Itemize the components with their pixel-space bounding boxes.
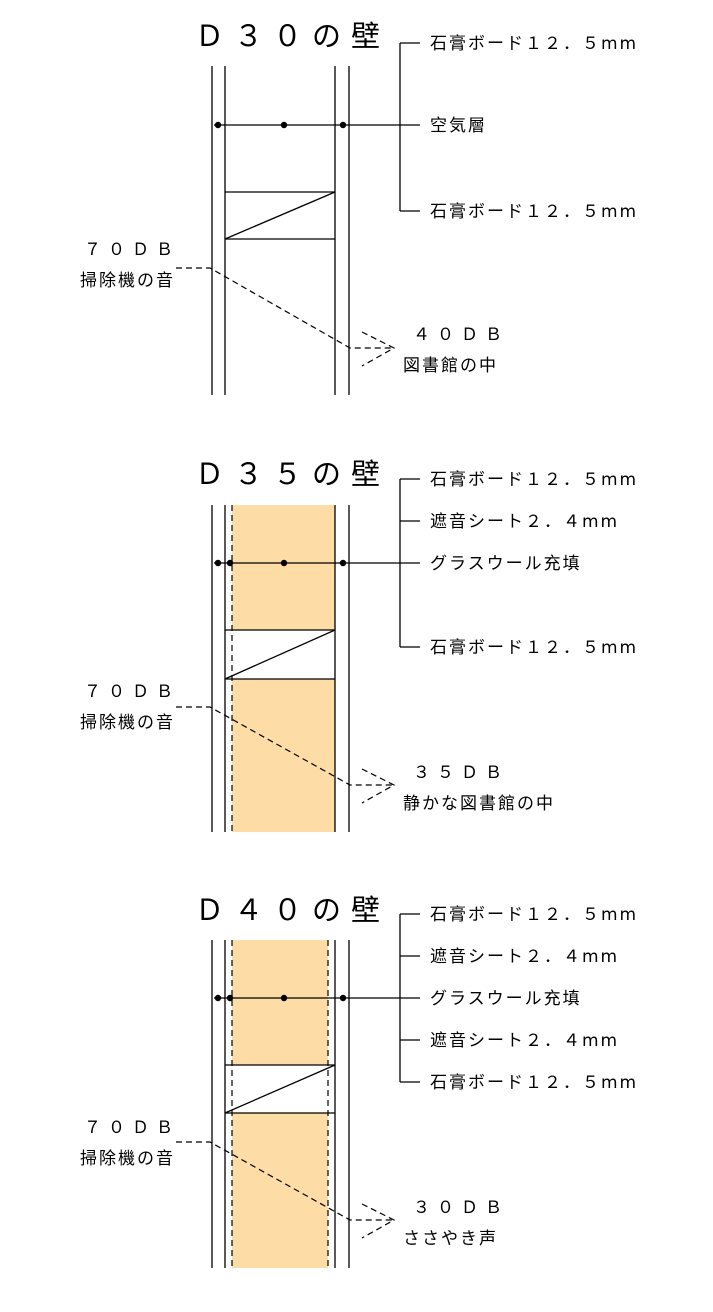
layer-leader-lines [214,42,420,212]
sound-result: ３０ＤＢ ささやき声 [403,1198,509,1249]
result-db: ３５ＤＢ [413,763,509,783]
sound-path-arrow [176,706,396,804]
source-label: 掃除機の音 [80,1149,175,1169]
layer-label: 石膏ボード１２．５mm [430,904,638,925]
layer-label: 石膏ボード１２．５mm [430,1072,638,1093]
source-label: 掃除機の音 [80,271,175,291]
sound-source: ７０ＤＢ 掃除機の音 [80,240,180,291]
sound-source: ７０ＤＢ 掃除機の音 [80,1118,180,1169]
layer-label: 空気層 [430,116,487,136]
panel-title: Ｄ４０の壁 [195,893,390,927]
source-db: ７０ＤＢ [84,240,180,260]
layer-label: 石膏ボード１２．５mm [430,201,638,222]
stud-cross-section [224,191,336,240]
result-db: ４０ＤＢ [413,325,509,345]
layer-label: 遮音シート２．４mm [430,1031,619,1051]
layer-labels: 石膏ボード１２．５mm 空気層 石膏ボード１２．５mm [430,33,638,222]
layer-leader-lines [214,478,420,648]
wall-panel-d30: Ｄ３０の壁 石膏ボード１２．５mm 空気層 石膏ボード１２．５mm [80,19,638,395]
layer-label: 石膏ボード１２．５mm [430,33,638,54]
layer-label: 石膏ボード１２．５mm [430,469,638,490]
layer-label: 遮音シート２．４mm [430,512,619,532]
panel-title: Ｄ３５の壁 [195,457,390,491]
wall-panel-d40: Ｄ４０の壁 [80,893,638,1268]
source-db: ７０ＤＢ [84,682,180,702]
sound-path-arrow [176,1141,396,1239]
wall-section [211,505,350,832]
wall-section [211,940,350,1268]
layer-label: グラスウール充填 [430,989,582,1009]
result-label: 図書館の中 [403,356,498,376]
layer-labels: 石膏ボード１２．５mm 遮音シート２．４mm グラスウール充填 遮音シート２．４… [430,904,638,1093]
layer-leader-lines [214,913,420,1083]
layer-label: グラスウール充填 [430,554,582,574]
stud-cross-section [224,629,336,680]
layer-labels: 石膏ボード１２．５mm 遮音シート２．４mm グラスウール充填 石膏ボード１２．… [430,469,638,658]
source-db: ７０ＤＢ [84,1118,180,1138]
result-db: ３０ＤＢ [413,1198,509,1218]
layer-label: 遮音シート２．４mm [430,947,619,967]
sound-source: ７０ＤＢ 掃除機の音 [80,682,180,733]
source-label: 掃除機の音 [80,713,175,733]
sound-result: ３５ＤＢ 静かな図書館の中 [403,763,555,814]
wall-section [211,66,350,395]
panel-title: Ｄ３０の壁 [195,19,390,53]
layer-label: 石膏ボード１２．５mm [430,637,638,658]
wall-panel-d35: Ｄ３５の壁 石膏ボード１２ [80,457,638,832]
sound-path-arrow [176,267,396,367]
sound-result: ４０ＤＢ 図書館の中 [403,325,509,376]
result-label: 静かな図書館の中 [403,794,555,814]
result-label: ささやき声 [403,1229,498,1249]
stud-cross-section [224,1064,336,1114]
